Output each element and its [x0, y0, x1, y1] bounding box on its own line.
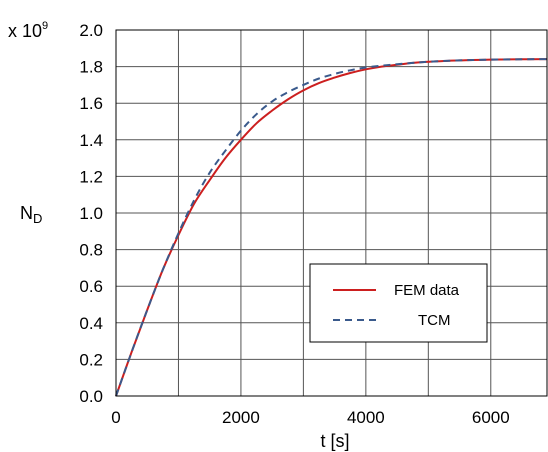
legend: FEM data TCM	[309, 263, 488, 343]
y-tick-label: 1.2	[79, 167, 103, 186]
y-tick-label: 2.0	[79, 21, 103, 40]
x-tick-labels: 0 2000 4000 6000	[111, 408, 509, 427]
y-axis-label-main: N	[20, 203, 33, 223]
y-tick-labels: 0.0 0.2 0.4 0.6 0.8 1.0 1.2 1.4 1.6 1.8 2.0	[79, 21, 103, 406]
legend-box	[309, 263, 488, 343]
y-axis-label: ND	[20, 203, 42, 226]
legend-label-tcm: TCM	[418, 312, 451, 329]
x-tick-label: 4000	[347, 408, 385, 427]
series-line-tcm	[115, 58, 548, 397]
scale-label-exponent: 9	[42, 20, 48, 32]
series-lines	[115, 58, 548, 397]
plot-frame	[115, 29, 548, 397]
y-tick-label: 0.8	[79, 241, 103, 260]
y-tick-label: 0.0	[79, 387, 103, 406]
y-tick-label: 0.6	[79, 277, 103, 296]
y-tick-label: 1.0	[79, 204, 103, 223]
scale-label-prefix: x 10	[8, 21, 42, 41]
y-axis-label-sub: D	[33, 211, 42, 226]
x-tick-label: 0	[111, 408, 120, 427]
y-tick-label: 0.4	[79, 314, 103, 333]
x-tick-label: 6000	[472, 408, 510, 427]
x-tick-label: 2000	[222, 408, 260, 427]
y-tick-label: 0.2	[79, 350, 103, 369]
x-axis-label: t [s]	[320, 431, 349, 451]
y-tick-label: 1.8	[79, 58, 103, 77]
y-tick-label: 1.6	[79, 94, 103, 113]
legend-label-fem: FEM data	[394, 282, 460, 299]
y-tick-label: 1.4	[79, 131, 103, 150]
scale-label: x 109	[8, 20, 48, 41]
